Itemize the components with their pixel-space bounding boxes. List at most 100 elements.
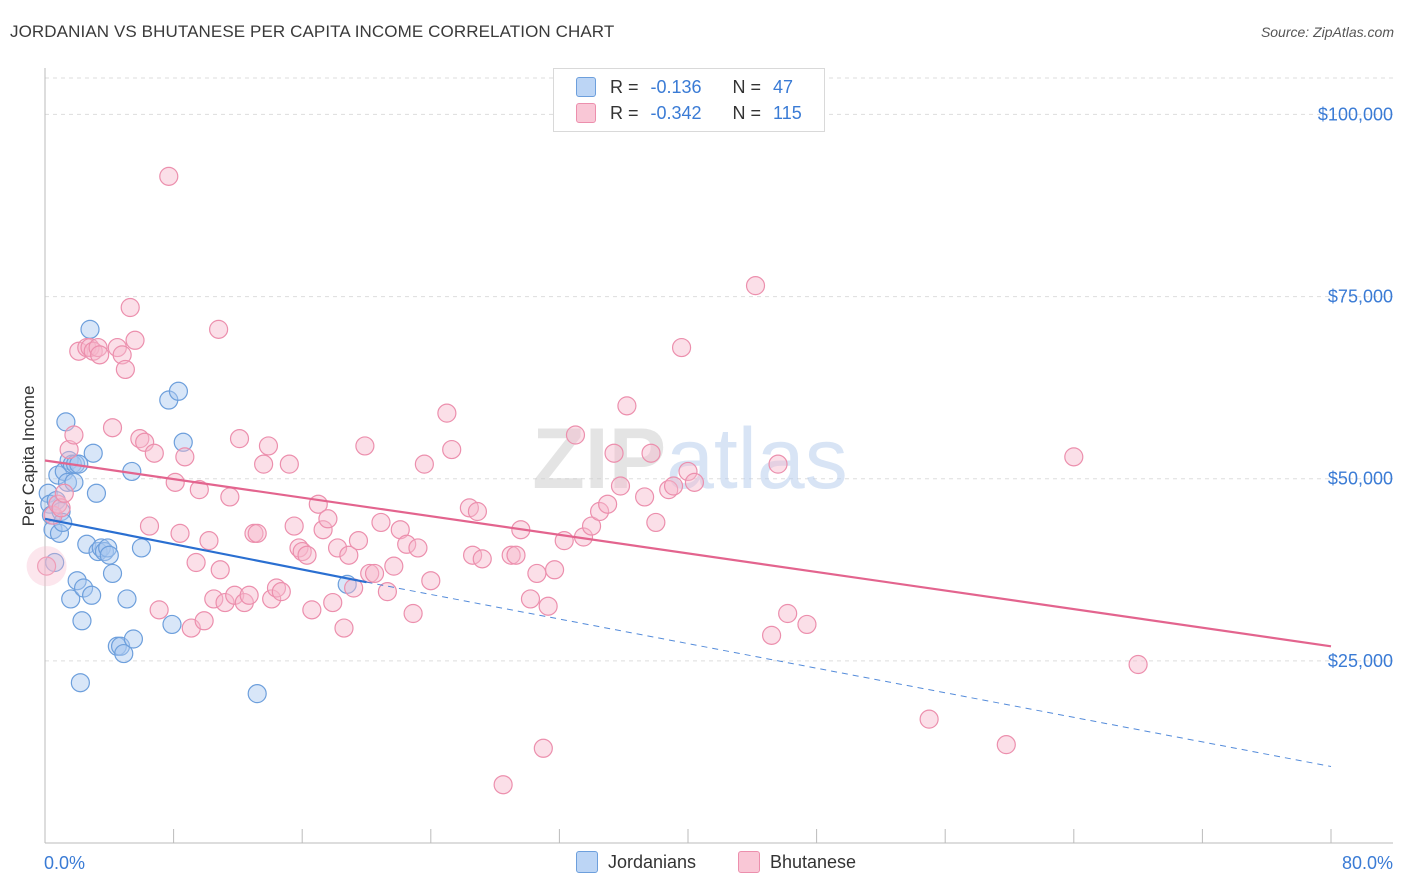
y-tick-label: $100,000 <box>1318 104 1393 124</box>
bhutanese-point <box>297 545 317 565</box>
bhutanese-point <box>149 600 169 620</box>
bhutanese-point <box>634 487 655 507</box>
bhutanese-point <box>1128 654 1148 675</box>
bhutanese-point <box>604 443 624 463</box>
bhutanese-point <box>220 487 240 507</box>
bhutanese-point <box>258 436 279 456</box>
bhutanese-point <box>90 345 110 365</box>
jordanian-point <box>82 585 102 605</box>
bhutanese-point <box>215 592 235 613</box>
n-value: 115 <box>773 102 802 123</box>
bhutanese-point <box>355 436 375 456</box>
bhutanese-point <box>159 166 179 186</box>
jordanian-point <box>77 534 97 554</box>
bhutanese-point <box>289 538 309 558</box>
bhutanese-point <box>384 556 404 576</box>
bhutanese-points <box>26 166 1148 795</box>
bhutanese-point <box>323 592 343 613</box>
jordanian-point <box>247 684 267 704</box>
bhutanese-point <box>761 625 782 645</box>
axes <box>44 68 1393 844</box>
jordanian-point <box>117 589 137 609</box>
source-label: Source: ZipAtlas.com <box>1260 24 1394 40</box>
bhutanese-point <box>919 709 939 729</box>
bhutanese-point <box>403 603 423 624</box>
bhutanese-point <box>339 545 359 565</box>
bhutanese-point <box>472 549 492 569</box>
tick-labels: $25,000 $50,000 $75,000 $100,000 0.0% 80.0% <box>44 104 1393 873</box>
bhutanese-point <box>533 738 553 758</box>
bhutanese-point <box>334 618 354 638</box>
bhutanese-point <box>37 556 57 576</box>
bhutanese-point <box>59 439 79 460</box>
bhutanese-point <box>189 480 209 500</box>
jordanian-point <box>131 538 152 558</box>
bhutanese-point <box>170 523 190 543</box>
jordanians-swatch <box>576 851 598 873</box>
jordanian-point <box>168 381 189 401</box>
bhutanese-point <box>64 425 84 445</box>
bhutanese-point <box>996 735 1016 755</box>
bhutanese-point <box>745 276 766 296</box>
jordanian-point <box>80 319 100 339</box>
bhutanese-point <box>501 545 521 565</box>
jordanian-point <box>123 629 144 649</box>
jordanian-point <box>67 571 87 591</box>
bhutanese-point <box>506 545 526 565</box>
bhutanese-point <box>671 337 692 358</box>
r-value: -0.136 <box>650 76 702 97</box>
bhutanese-point <box>598 494 618 514</box>
bhutanese-point <box>520 589 541 609</box>
bhutanese-point <box>102 418 123 438</box>
bhutanese-point <box>225 585 245 605</box>
bhutanese-point <box>442 439 462 460</box>
y-axis-label: Per Capita Income <box>19 386 38 527</box>
bhutanese-point <box>364 563 385 584</box>
jordanian-point <box>102 563 123 584</box>
bhutanese-point <box>199 531 219 551</box>
jordanian-point <box>162 614 182 635</box>
jordanian-point <box>73 578 94 598</box>
bhutanese-point <box>544 560 565 580</box>
bhutanese-point <box>271 582 291 602</box>
x-tick-label-min: 0.0% <box>44 853 85 873</box>
bhutanese-point <box>210 560 230 580</box>
bhutanese-point <box>88 337 108 358</box>
bhutanese-point <box>778 603 798 624</box>
bhutanese-point <box>239 585 259 605</box>
chart-title: JORDANIAN VS BHUTANESE PER CAPITA INCOME… <box>10 22 615 41</box>
jordanian-point <box>114 643 134 664</box>
bhutanese-point <box>204 589 224 609</box>
jordanian-point <box>91 538 111 558</box>
jordanian-point <box>99 545 119 565</box>
bhutanese-point <box>254 454 274 474</box>
n-value: 47 <box>773 76 794 97</box>
bhutanese-point <box>663 476 684 496</box>
bhutanese-point <box>408 538 428 558</box>
n-label: N = <box>732 76 762 97</box>
bhutanese-point <box>120 297 140 318</box>
bhutanese-point <box>139 516 160 536</box>
bhutanese-point <box>617 396 637 416</box>
bhutanese-point <box>313 520 333 540</box>
bhutanese-point <box>610 476 631 496</box>
jordanians-points <box>38 319 357 704</box>
bhutanese-point <box>684 472 705 492</box>
trend-lines <box>44 459 1332 767</box>
jordanian-point <box>48 465 68 485</box>
r-value: -0.342 <box>650 102 702 123</box>
jordanian-point <box>72 611 92 631</box>
bhutanese-point <box>462 545 483 565</box>
bhutanese-swatch <box>738 851 760 873</box>
bhutanese-point <box>135 432 155 452</box>
bhutanese-point <box>279 454 299 474</box>
bhutanese-trend-line <box>44 459 1332 648</box>
bhutanese-point <box>284 516 304 536</box>
bhutanese-point <box>678 461 698 482</box>
bhutanese-point <box>527 563 547 584</box>
grid-lines <box>45 77 1393 662</box>
r-label: R = <box>610 102 639 123</box>
n-label: N = <box>732 102 762 123</box>
r-label: R = <box>610 76 639 97</box>
